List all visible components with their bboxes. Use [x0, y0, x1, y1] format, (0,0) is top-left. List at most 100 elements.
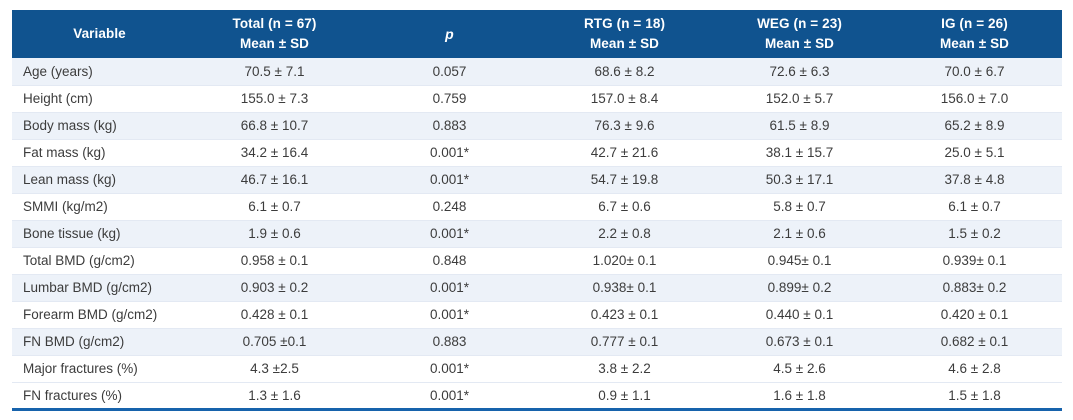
cell-p: 0.001* — [362, 381, 537, 409]
cell-total: 34.2 ± 16.4 — [187, 138, 362, 166]
cell-rtg: 1.020± 0.1 — [537, 246, 712, 274]
cell-weg: 152.0 ± 5.7 — [712, 84, 887, 112]
cell-ig: 156.0 ± 7.0 — [887, 84, 1062, 112]
cell-p: 0.248 — [362, 192, 537, 220]
table-row: Major fractures (%) 4.3 ±2.5 0.001* 3.8 ± 2… — [12, 354, 1062, 382]
cell-p: 0.001* — [362, 300, 537, 328]
cell-weg: 38.1 ± 15.7 — [712, 138, 887, 166]
study-variables-table: Variable Total (n = 67) Mean ± SD p RTG (n =… — [12, 10, 1062, 411]
cell-ig: 0.939± 0.1 — [887, 246, 1062, 274]
column-header-total: Total (n = 67) Mean ± SD — [187, 10, 362, 58]
cell-rtg: 76.3 ± 9.6 — [537, 111, 712, 139]
column-title: Variable — [73, 26, 126, 42]
column-title: Total (n = 67) — [232, 16, 317, 32]
cell-total: 0.705 ±0.1 — [187, 327, 362, 355]
table-row: FN fractures (%) 1.3 ± 1.6 0.001* 0.9 ± 1.1… — [12, 381, 1062, 409]
cell-p: 0.001* — [362, 273, 537, 301]
cell-weg: 4.5 ± 2.6 — [712, 354, 887, 382]
cell-p: 0.001* — [362, 138, 537, 166]
cell-variable: Bone tissue (kg) — [12, 219, 187, 247]
column-subtitle: Mean ± SD — [939, 36, 1010, 51]
table-row: Fat mass (kg) 34.2 ± 16.4 0.001* 42.7 ± 21.… — [12, 138, 1062, 166]
cell-p: 0.001* — [362, 354, 537, 382]
table-row: FN BMD (g/cm2) 0.705 ±0.1 0.883 0.777 ± 0.1… — [12, 327, 1062, 355]
cell-weg: 5.8 ± 0.7 — [712, 192, 887, 220]
cell-total: 0.958 ± 0.1 — [187, 246, 362, 274]
cell-total: 4.3 ±2.5 — [187, 354, 362, 382]
cell-p: 0.001* — [362, 165, 537, 193]
cell-p: 0.848 — [362, 246, 537, 274]
cell-rtg: 0.9 ± 1.1 — [537, 381, 712, 409]
cell-weg: 0.440 ± 0.1 — [712, 300, 887, 328]
cell-rtg: 68.6 ± 8.2 — [594, 63, 655, 79]
cell-total: 155.0 ± 7.3 — [187, 84, 362, 112]
cell-ig: 1.5 ± 0.2 — [887, 219, 1062, 247]
column-header-rtg: RTG (n = 18) Mean ± SD — [537, 10, 712, 58]
cell-p: 0.759 — [362, 84, 537, 112]
cell-variable: Height (cm) — [12, 84, 187, 112]
cell-variable: Body mass (kg) — [12, 111, 187, 139]
cell-total: 1.9 ± 0.6 — [187, 219, 362, 247]
column-header-variable: Variable — [12, 10, 187, 58]
cell-total: 6.1 ± 0.7 — [187, 192, 362, 220]
table-row: Forearm BMD (g/cm2) 0.428 ± 0.1 0.001* 0.42… — [12, 300, 1062, 328]
cell-weg: 0.673 ± 0.1 — [712, 327, 887, 355]
table-row: Lumbar BMD (g/cm2) 0.903 ± 0.2 0.001* 0.938… — [12, 273, 1062, 301]
table-header: Variable Total (n = 67) Mean ± SD p RTG (n =… — [12, 10, 1062, 58]
cell-p: 0.057 — [432, 63, 467, 79]
cell-variable: FN BMD (g/cm2) — [12, 327, 187, 355]
cell-ig: 6.1 ± 0.7 — [887, 192, 1062, 220]
cell-ig: 65.2 ± 8.9 — [887, 111, 1062, 139]
table-row: Age (years) 70.5 ± 7.1 0.057 68.6 ± 8.2 72.6… — [12, 58, 1062, 85]
cell-weg: 0.899± 0.2 — [712, 273, 887, 301]
cell-ig: 70.0 ± 6.7 — [944, 63, 1005, 79]
cell-p: 0.883 — [362, 327, 537, 355]
column-title: p — [445, 25, 454, 42]
cell-weg: 0.945± 0.1 — [712, 246, 887, 274]
cell-variable: Fat mass (kg) — [12, 138, 187, 166]
cell-p: 0.883 — [362, 111, 537, 139]
cell-rtg: 157.0 ± 8.4 — [537, 84, 712, 112]
cell-variable: Major fractures (%) — [12, 354, 187, 382]
cell-total: 70.5 ± 7.1 — [244, 63, 305, 79]
cell-p: 0.001* — [362, 219, 537, 247]
column-subtitle: Mean ± SD — [589, 36, 660, 51]
cell-variable: Lumbar BMD (g/cm2) — [12, 273, 187, 301]
table-row: Bone tissue (kg) 1.9 ± 0.6 0.001* 2.2 ± 0.8… — [12, 219, 1062, 247]
cell-ig: 4.6 ± 2.8 — [887, 354, 1062, 382]
cell-variable: FN fractures (%) — [12, 381, 187, 409]
table-row: Body mass (kg) 66.8 ± 10.7 0.883 76.3 ± 9.6… — [12, 111, 1062, 139]
cell-ig: 37.8 ± 4.8 — [887, 165, 1062, 193]
cell-rtg: 42.7 ± 21.6 — [537, 138, 712, 166]
table-row: Lean mass (kg) 46.7 ± 16.1 0.001* 54.7 ± 19… — [12, 165, 1062, 193]
cell-total: 46.7 ± 16.1 — [187, 165, 362, 193]
cell-weg: 72.6 ± 6.3 — [769, 63, 830, 79]
cell-variable: Total BMD (g/cm2) — [12, 246, 187, 274]
cell-weg: 1.6 ± 1.8 — [712, 381, 887, 409]
cell-rtg: 3.8 ± 2.2 — [537, 354, 712, 382]
cell-rtg: 0.938± 0.1 — [537, 273, 712, 301]
table-body: Age (years) 70.5 ± 7.1 0.057 68.6 ± 8.2 72.6… — [12, 58, 1062, 409]
cell-rtg: 0.423 ± 0.1 — [537, 300, 712, 328]
column-title: RTG (n = 18) — [583, 16, 666, 32]
column-header-ig: IG (n = 26) Mean ± SD — [887, 10, 1062, 58]
cell-weg: 50.3 ± 17.1 — [712, 165, 887, 193]
table-row: Total BMD (g/cm2) 0.958 ± 0.1 0.848 1.020± … — [12, 246, 1062, 274]
cell-ig: 0.682 ± 0.1 — [887, 327, 1062, 355]
column-title: WEG (n = 23) — [757, 16, 842, 32]
table-row: Height (cm) 155.0 ± 7.3 0.759 157.0 ± 8.4 15… — [12, 84, 1062, 112]
cell-variable: Forearm BMD (g/cm2) — [12, 300, 187, 328]
cell-ig: 25.0 ± 5.1 — [887, 138, 1062, 166]
column-subtitle: Mean ± SD — [239, 36, 310, 51]
cell-total: 66.8 ± 10.7 — [187, 111, 362, 139]
column-subtitle: Mean ± SD — [764, 36, 835, 51]
cell-rtg: 0.777 ± 0.1 — [537, 327, 712, 355]
cell-weg: 61.5 ± 8.9 — [712, 111, 887, 139]
cell-total: 1.3 ± 1.6 — [187, 381, 362, 409]
table-row: SMMI (kg/m2) 6.1 ± 0.7 0.248 6.7 ± 0.6 5.8 ±… — [12, 192, 1062, 220]
column-header-p: p — [362, 10, 537, 58]
cell-variable: SMMI (kg/m2) — [12, 192, 187, 220]
cell-total: 0.428 ± 0.1 — [187, 300, 362, 328]
cell-variable: Lean mass (kg) — [12, 165, 187, 193]
